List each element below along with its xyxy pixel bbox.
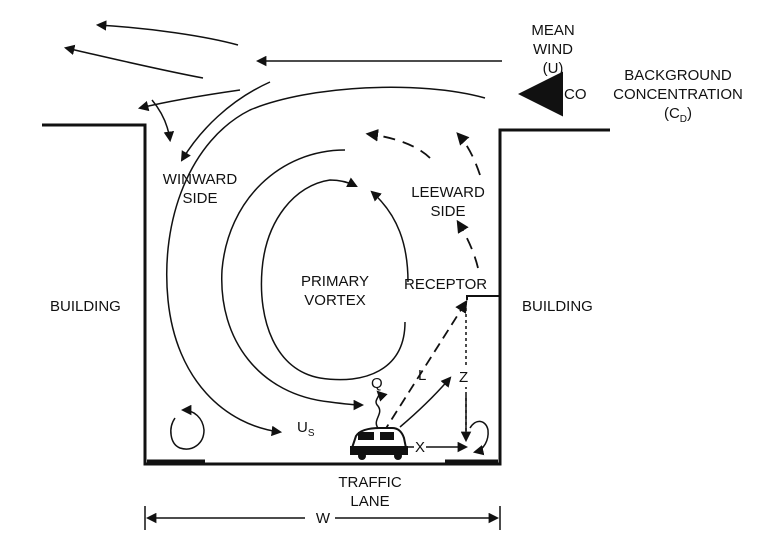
building-left-label: BUILDING: [50, 298, 121, 315]
small-eddy: [170, 404, 205, 450]
leeward-dash-2: [456, 132, 481, 176]
leeward-dash-3: [456, 219, 479, 269]
streamline-1: [95, 20, 239, 46]
middle-vortex: [221, 149, 365, 411]
background-concentration-label: BACKGROUND CONCENTRATION (CD): [598, 66, 758, 129]
outer-vortex: [166, 86, 486, 437]
mean-wind-label: MEAN WIND (U): [531, 22, 575, 77]
inner-vortex: [260, 177, 406, 381]
background-symbol: (CD): [663, 105, 693, 125]
receptor-label: RECEPTOR: [404, 276, 488, 293]
l-line: [382, 299, 468, 434]
inner-vortex-right: [370, 190, 409, 283]
right-swirl: [469, 420, 489, 456]
width-label: W: [315, 510, 331, 527]
q-plume: [375, 390, 388, 429]
receptor-ledge: [466, 295, 500, 300]
leeward-dash-1: [365, 129, 431, 159]
leeward-side-label: LEEWARD SIDE: [411, 184, 485, 220]
outer-vortex-top: [180, 81, 271, 162]
us-label: US: [297, 419, 315, 439]
streamline-2: [63, 44, 204, 79]
building-right-label: BUILDING: [522, 298, 593, 315]
winward-side-label: WINWARD SIDE: [162, 171, 238, 207]
x-label: X: [414, 438, 427, 457]
q-label: Q: [371, 375, 383, 392]
traffic-lane-label: TRAFFIC LANE: [338, 474, 402, 510]
car-curve-arrow: [399, 376, 452, 428]
streamline-3: [137, 89, 241, 112]
l-label: L: [418, 367, 427, 384]
car-icon: [350, 427, 408, 460]
co-label: CO: [564, 86, 587, 103]
canyon-outline: [42, 123, 610, 466]
z-label: Z: [458, 368, 470, 387]
primary-vortex-label: PRIMARY VORTEX: [300, 273, 370, 309]
streamline-4: [151, 99, 175, 143]
